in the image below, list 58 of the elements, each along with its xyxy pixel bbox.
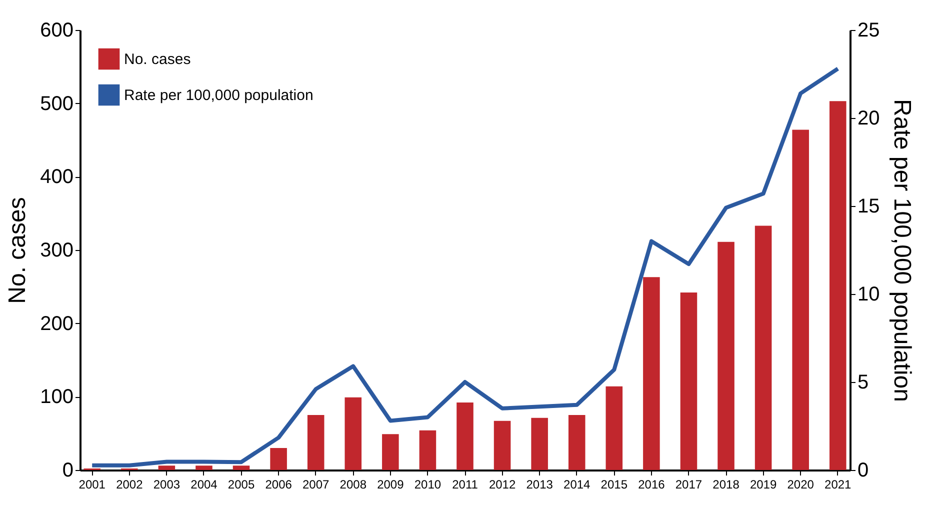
bar <box>754 226 772 470</box>
x-tick-label: 2007 <box>302 478 330 492</box>
y2-axis-title: Rate per 100,000 population <box>888 99 916 402</box>
bar <box>196 466 212 470</box>
x-tick-label: 2014 <box>564 478 591 492</box>
x-tick-label: 2020 <box>787 478 814 492</box>
y-tick-label: 400 <box>40 166 74 188</box>
bar <box>643 277 660 470</box>
x-tick-label: 2013 <box>526 478 554 492</box>
x-tick-label: 2012 <box>488 478 516 492</box>
bar <box>270 448 287 470</box>
bar <box>718 242 734 470</box>
y2-tick-label: 25 <box>858 20 880 42</box>
legend-label: Rate per 100,000 population <box>124 87 314 104</box>
y2-tick-label: 5 <box>858 372 869 394</box>
x-tick-label: 2001 <box>78 478 106 492</box>
x-tick-label: 2019 <box>750 478 777 492</box>
line-series <box>90 66 840 468</box>
bar <box>606 386 623 470</box>
x-tick-label: 2008 <box>340 478 367 492</box>
y-tick-label: 0 <box>62 460 74 482</box>
y2-tick-label: 20 <box>858 108 880 130</box>
y2-tick-label: 0 <box>858 460 869 482</box>
y-tick-label: 300 <box>40 240 74 262</box>
bar <box>829 101 846 470</box>
x-tick-label: 2016 <box>638 478 666 492</box>
bar <box>307 415 324 470</box>
legend-label: No. cases <box>124 51 191 68</box>
y2-tick-label: 10 <box>858 284 880 306</box>
bar <box>419 430 436 470</box>
y-tick-label: 600 <box>40 20 74 42</box>
x-tick-label: 2005 <box>228 478 255 492</box>
x-tick-label: 2011 <box>452 478 478 492</box>
x-tick-label: 2009 <box>377 478 404 492</box>
y-tick-label: 500 <box>40 92 74 115</box>
x-tick-label: 2003 <box>153 478 180 492</box>
bar <box>382 434 399 470</box>
bar <box>792 130 809 470</box>
x-tick-label: 2018 <box>712 478 740 492</box>
bar <box>494 420 511 470</box>
y-tick-label: 100 <box>40 386 74 408</box>
x-tick-label: 2004 <box>190 478 218 492</box>
x-tick-label: 2021 <box>824 478 852 492</box>
bar <box>568 415 586 470</box>
x-tick-label: 2006 <box>265 478 292 492</box>
bar <box>344 397 362 470</box>
bar <box>680 292 698 470</box>
bar <box>158 466 176 470</box>
y-tick-label: 200 <box>40 312 74 335</box>
bar <box>456 402 474 470</box>
y-axis-title: No. cases <box>4 197 32 304</box>
y2-tick-label: 15 <box>858 196 880 218</box>
x-tick-label: 2002 <box>116 478 144 492</box>
bar <box>531 418 548 470</box>
bar <box>232 466 250 470</box>
x-tick-label: 2010 <box>414 478 442 492</box>
x-tick-label: 2017 <box>675 478 702 492</box>
x-tick-label: 2015 <box>600 478 628 492</box>
